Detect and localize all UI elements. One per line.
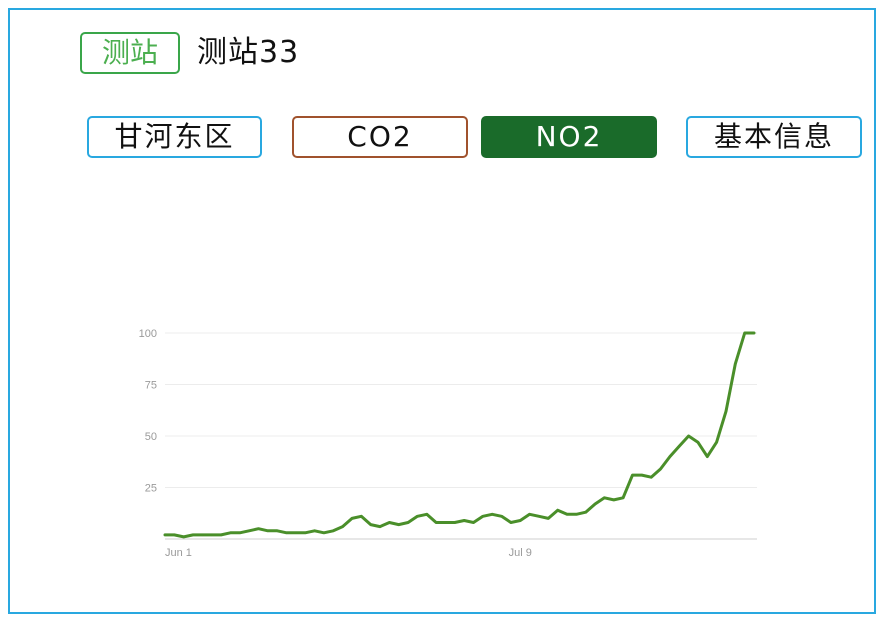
data-point — [621, 496, 625, 499]
data-point — [743, 331, 746, 335]
chart-series — [163, 331, 756, 539]
data-point — [201, 533, 204, 537]
y-tick-label: 50 — [145, 431, 157, 443]
data-point — [603, 496, 606, 499]
y-axis-ticks: 100 75 50 25 — [139, 328, 157, 495]
data-point — [191, 533, 195, 537]
data-point — [650, 476, 653, 479]
data-point — [463, 519, 466, 522]
data-point — [593, 502, 597, 506]
data-point — [332, 529, 335, 532]
data-point — [565, 513, 569, 516]
data-point — [434, 521, 438, 524]
tab-no2[interactable]: NO2 — [481, 116, 657, 158]
data-point — [491, 513, 494, 516]
data-point — [229, 531, 232, 534]
x-tick-label: Jul 9 — [509, 547, 532, 559]
data-point — [360, 515, 363, 518]
data-point — [210, 533, 213, 537]
data-point — [659, 467, 662, 471]
data-point — [556, 509, 559, 512]
tab-co2[interactable]: CO2 — [292, 116, 468, 158]
data-point — [696, 441, 700, 444]
data-point — [322, 531, 326, 534]
data-point — [528, 513, 531, 516]
no2-series-line — [163, 331, 756, 539]
data-point — [276, 529, 279, 532]
data-point — [163, 533, 167, 537]
data-point — [341, 525, 344, 528]
data-point — [350, 517, 354, 520]
x-axis-ticks: Jun 1 Jul 9 — [165, 547, 532, 559]
data-point — [631, 473, 634, 477]
data-point — [257, 527, 260, 530]
data-point — [294, 531, 298, 534]
data-point — [416, 515, 419, 518]
data-point — [724, 410, 728, 413]
data-point — [668, 455, 672, 458]
data-point — [715, 441, 718, 444]
station-badge: 测站 — [80, 32, 180, 74]
chart-gridlines — [165, 332, 757, 488]
data-point — [406, 521, 410, 524]
data-point — [238, 531, 241, 534]
data-point — [247, 529, 251, 532]
data-point — [734, 362, 737, 366]
data-point — [182, 535, 185, 539]
station-name: 测站33 — [197, 35, 300, 70]
data-point — [313, 529, 316, 532]
tab-district[interactable]: 甘河东区 — [87, 116, 262, 158]
data-point — [519, 519, 522, 522]
data-point — [500, 515, 503, 518]
data-point — [397, 523, 400, 526]
tab-basic-info[interactable]: 基本信息 — [686, 116, 862, 158]
data-point — [388, 521, 391, 524]
data-point — [378, 525, 382, 528]
data-point — [453, 521, 456, 524]
data-point — [219, 533, 223, 537]
data-point — [640, 473, 643, 477]
y-tick-label: 25 — [145, 483, 157, 495]
data-point — [575, 513, 578, 516]
data-point — [678, 445, 681, 448]
data-point — [369, 523, 372, 526]
data-point — [509, 521, 513, 524]
data-point — [687, 434, 690, 438]
data-point — [537, 515, 541, 518]
data-point — [706, 455, 709, 458]
data-point — [425, 513, 428, 516]
y-tick-label: 75 — [145, 380, 157, 392]
data-point — [266, 529, 269, 532]
data-point — [481, 515, 485, 518]
data-point — [173, 533, 176, 537]
data-point — [304, 531, 307, 534]
chart-panel — [8, 8, 876, 614]
data-point — [612, 498, 615, 502]
data-point — [444, 521, 447, 524]
data-point — [285, 531, 288, 534]
x-tick-label: Jun 1 — [165, 547, 192, 559]
data-point — [752, 331, 756, 335]
data-point — [584, 511, 587, 514]
data-point — [472, 521, 475, 524]
y-tick-label: 100 — [139, 328, 157, 340]
data-point — [547, 517, 550, 520]
